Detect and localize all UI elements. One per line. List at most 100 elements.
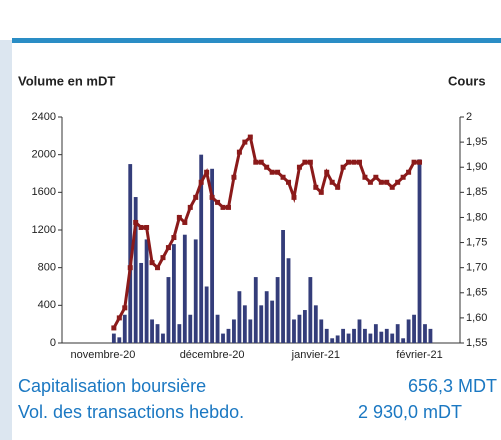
price-marker: [127, 265, 133, 271]
bar: [155, 324, 160, 343]
bar: [122, 314, 127, 343]
price-marker: [313, 184, 319, 190]
side-panel: [0, 40, 12, 440]
bar: [139, 262, 144, 343]
x-tick-label: janvier-21: [291, 349, 340, 361]
x-tick-label: décembre-20: [180, 349, 245, 361]
bar: [150, 319, 154, 343]
bar: [417, 159, 422, 343]
info-label: Vol. des transactions hebdo.: [18, 402, 244, 422]
price-marker: [384, 179, 390, 185]
y2-tick-label: 1,95: [466, 136, 487, 148]
bar: [319, 319, 324, 343]
price-marker: [165, 245, 171, 251]
y2-tick-label: 1,70: [466, 262, 487, 274]
y-tick-label: 2400: [32, 111, 56, 123]
price-marker: [253, 159, 259, 165]
bar: [242, 305, 247, 343]
y2-tick-label: 2: [466, 111, 472, 123]
price-marker: [411, 159, 417, 165]
y-tick-label: 2000: [32, 149, 56, 161]
bar: [111, 333, 116, 343]
bar: [226, 328, 231, 343]
price-marker: [182, 219, 188, 225]
bar: [199, 154, 204, 343]
bar: [270, 300, 275, 343]
bar: [259, 305, 264, 343]
price-marker: [307, 159, 313, 165]
price-marker: [356, 159, 362, 165]
info-label: Capitalisation boursière: [18, 376, 206, 396]
bar: [368, 333, 373, 343]
price-marker: [258, 159, 264, 165]
price-marker: [144, 224, 150, 230]
y2-tick-label: 1,85: [466, 186, 487, 198]
bar: [248, 319, 253, 343]
price-marker: [400, 174, 406, 180]
price-marker: [324, 169, 330, 175]
price-marker: [247, 134, 253, 140]
price-marker: [176, 214, 182, 220]
bar: [357, 319, 362, 343]
price-marker: [286, 179, 292, 185]
price-marker: [275, 169, 281, 175]
price-marker: [122, 305, 128, 311]
y-tick-label: 1600: [32, 186, 56, 198]
price-marker: [269, 169, 275, 175]
y2-tick-label: 1,65: [466, 287, 487, 299]
bar: [144, 239, 149, 343]
info-value: 2 930,0 mDT: [358, 402, 462, 422]
y-tick-label: 0: [50, 337, 56, 349]
y2-tick-label: 1,60: [466, 312, 487, 324]
bar: [128, 164, 133, 343]
bar: [352, 328, 356, 343]
price-marker: [198, 179, 204, 185]
price-marker: [236, 149, 242, 155]
y-tick-label: 800: [38, 262, 56, 274]
price-marker: [389, 184, 395, 190]
bar: [221, 333, 225, 343]
price-marker: [225, 204, 231, 210]
y2-tick-label: 1,90: [466, 161, 487, 173]
bar: [177, 324, 182, 343]
price-marker: [231, 174, 237, 180]
bar: [423, 324, 427, 343]
price-marker: [373, 174, 379, 180]
bar: [412, 314, 416, 343]
price-marker: [296, 164, 302, 170]
price-marker: [215, 199, 221, 205]
x-tick-label: février-21: [396, 349, 442, 361]
y-axis-title: Volume en mDT: [18, 73, 115, 88]
bar: [379, 331, 384, 343]
price-marker: [329, 179, 335, 185]
bar: [390, 333, 395, 343]
bar: [341, 328, 346, 343]
price-marker: [242, 139, 248, 145]
bar: [395, 324, 400, 343]
bar: [373, 324, 378, 343]
bar: [253, 277, 258, 343]
price-marker: [220, 204, 226, 210]
price-marker: [395, 179, 401, 185]
bar: [188, 314, 193, 343]
info-value: 656,3 MDT: [408, 376, 497, 396]
price-marker: [335, 184, 341, 190]
price-marker: [291, 194, 297, 200]
bar: [302, 310, 307, 343]
bar: [264, 291, 269, 343]
bar: [182, 234, 187, 343]
price-marker: [193, 194, 199, 200]
y2-tick-label: 1,80: [466, 211, 487, 223]
price-marker: [417, 159, 423, 165]
x-tick-label: novembre-20: [71, 349, 136, 361]
price-marker: [111, 325, 117, 331]
bar: [133, 197, 138, 343]
y2-axis-title: Cours: [448, 73, 486, 88]
price-marker: [362, 174, 368, 180]
price-marker: [160, 255, 166, 261]
bar: [237, 291, 242, 343]
bar: [275, 277, 280, 343]
price-marker: [367, 179, 373, 185]
price-marker: [280, 174, 286, 180]
top-bar: [12, 38, 501, 43]
